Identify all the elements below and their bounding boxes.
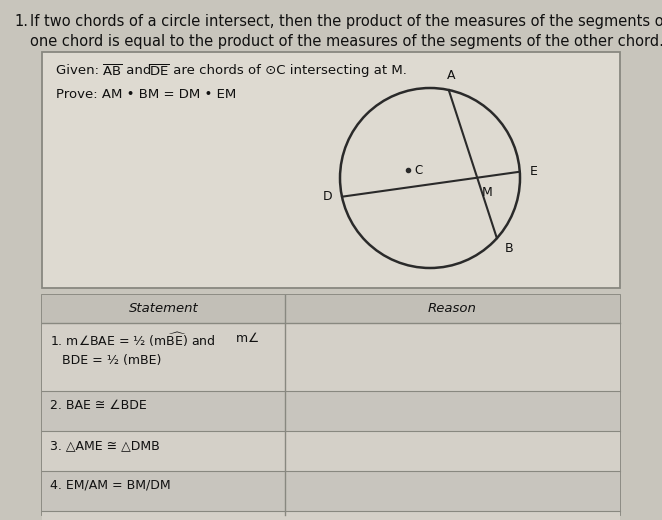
Text: $\overline{\mathrm{DE}}$: $\overline{\mathrm{DE}}$ [149, 64, 169, 80]
FancyBboxPatch shape [42, 295, 620, 323]
FancyBboxPatch shape [42, 323, 620, 391]
Text: 5. AM • BM = DM • EM: 5. AM • BM = DM • EM [50, 519, 193, 520]
FancyBboxPatch shape [42, 52, 620, 288]
FancyBboxPatch shape [42, 511, 620, 520]
Text: 4. EM/AM = BM/DM: 4. EM/AM = BM/DM [50, 479, 171, 492]
Text: Given:: Given: [56, 64, 103, 77]
Text: 3. △AME ≅ △DMB: 3. △AME ≅ △DMB [50, 439, 160, 452]
Text: Statement: Statement [128, 303, 198, 316]
Text: B: B [505, 242, 514, 255]
Text: m$\angle$: m$\angle$ [235, 331, 259, 345]
Text: M: M [482, 186, 493, 199]
Text: Prove: AM • BM = DM • EM: Prove: AM • BM = DM • EM [56, 88, 236, 101]
Text: C: C [414, 163, 422, 176]
Text: D: D [322, 190, 332, 203]
Text: are chords of ⊙C intersecting at M.: are chords of ⊙C intersecting at M. [169, 64, 407, 77]
Text: If two chords of a circle intersect, then the product of the measures of the seg: If two chords of a circle intersect, the… [30, 14, 662, 49]
Text: $\overline{\mathrm{AB}}$: $\overline{\mathrm{AB}}$ [102, 64, 122, 80]
FancyBboxPatch shape [42, 391, 620, 431]
Text: A: A [446, 69, 455, 82]
FancyBboxPatch shape [42, 431, 620, 471]
Text: Reason: Reason [428, 303, 477, 316]
Text: and: and [122, 64, 156, 77]
Text: E: E [530, 165, 538, 178]
FancyBboxPatch shape [42, 471, 620, 511]
Text: 1.: 1. [14, 14, 28, 29]
Text: 1. m∠BAE = ½ (m$\widehat{\mathrm{BE}}$) and
   BDE = ½ (mBE): 1. m∠BAE = ½ (m$\widehat{\mathrm{BE}}$) … [50, 331, 216, 367]
FancyBboxPatch shape [42, 295, 620, 515]
Text: 2. BAE ≅ ∠BDE: 2. BAE ≅ ∠BDE [50, 399, 147, 412]
